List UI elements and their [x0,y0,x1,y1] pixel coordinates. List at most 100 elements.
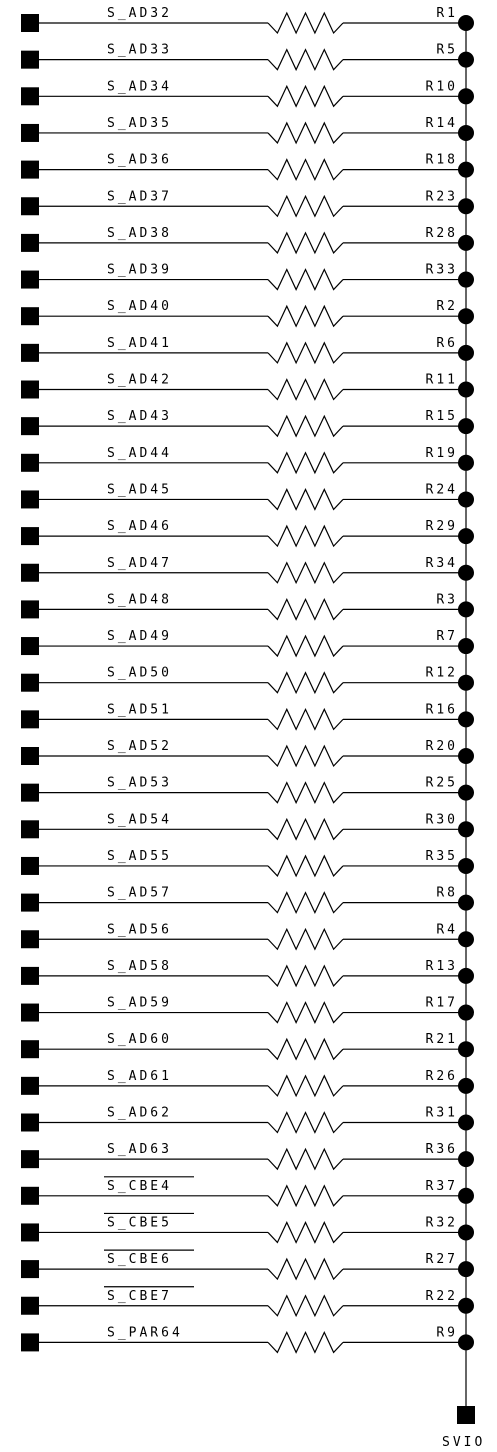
resistor-symbol [267,524,344,548]
resistor-ref-label: R21 [426,1032,458,1047]
resistor-symbol [267,11,344,35]
resistor-ref-label: R36 [426,1142,458,1157]
resistor-ref-label: R13 [426,959,458,974]
resistor-symbol [267,231,344,255]
net-port-pin[interactable] [21,307,39,326]
resistor-symbol [267,781,344,805]
net-port-pin[interactable] [21,1296,39,1315]
net-port-pin[interactable] [21,380,39,399]
net-label: S_AD41 [107,336,172,351]
net-label: S_AD59 [107,996,172,1011]
resistor-ref-label: R32 [426,1215,458,1230]
resistor-symbol [267,414,344,438]
resistor-ref-label: R35 [426,849,458,864]
net-row: S_PAR64 R9 [21,1325,474,1354]
net-label: S_AD45 [107,482,172,497]
net-label: S_AD54 [107,812,172,827]
net-port-pin[interactable] [21,637,39,656]
resistor-symbol [267,817,344,841]
resistor-symbol [267,304,344,328]
net-port-pin[interactable] [21,783,39,802]
net-port-pin[interactable] [21,1003,39,1022]
net-port-pin[interactable] [21,856,39,875]
net-port-pin[interactable] [21,1223,39,1242]
net-port-pin[interactable] [21,600,39,619]
net-port-pin[interactable] [21,1113,39,1132]
resistor-ref-label: R18 [426,153,458,168]
net-row: S_CBE6 R27 [21,1249,474,1281]
net-port-pin[interactable] [21,50,39,69]
net-port-pin[interactable] [21,673,39,692]
resistor-symbol [267,1257,344,1281]
resistor-ref-label: R37 [426,1179,458,1194]
net-row: S_AD49 R7 [21,629,474,658]
net-port-pin[interactable] [21,197,39,216]
net-port-pin[interactable] [21,490,39,509]
net-row: S_AD39 R33 [21,263,474,291]
net-port-pin[interactable] [21,343,39,362]
resistor-symbol [267,634,344,658]
svio-port-pin[interactable] [457,1406,475,1424]
net-row: S_CBE5 R32 [21,1212,474,1244]
resistor-symbol [267,268,344,291]
resistor-ref-label: R20 [426,739,458,754]
resistor-ref-label: R16 [426,702,458,717]
net-label: S_AD42 [107,373,172,388]
net-port-pin[interactable] [21,233,39,252]
net-port-pin[interactable] [21,1150,39,1169]
net-port-pin[interactable] [21,820,39,839]
resistor-ref-label: R5 [436,43,458,58]
net-port-pin[interactable] [21,417,39,436]
resistor-symbol [267,1037,344,1061]
resistor-ref-label: R23 [426,189,458,204]
net-port-pin[interactable] [21,160,39,179]
net-port-pin[interactable] [21,930,39,949]
svio-bus: SVIO [442,23,482,1450]
net-port-pin[interactable] [21,1260,39,1279]
net-row: S_AD58 R13 [21,959,474,988]
net-port-pin[interactable] [21,1333,39,1352]
net-port-pin[interactable] [21,527,39,546]
net-row: S_AD47 R34 [21,556,474,585]
resistor-symbol [267,927,344,951]
net-port-pin[interactable] [21,14,39,32]
net-port-pin[interactable] [21,1076,39,1095]
net-port-pin[interactable] [21,966,39,985]
net-label: S_AD60 [107,1032,172,1047]
net-label: S_AD51 [107,702,172,717]
resistor-ref-label: R31 [426,1106,458,1121]
net-row: S_AD59 R17 [21,996,474,1024]
net-port-pin[interactable] [21,123,39,142]
net-label: S_AD61 [107,1069,172,1084]
net-row: S_AD41 R6 [21,336,474,365]
net-port-pin[interactable] [21,710,39,729]
net-port-pin[interactable] [21,893,39,912]
resistor-symbol [267,1001,344,1024]
net-label: S_AD62 [107,1106,172,1121]
net-row: S_AD63 R36 [21,1142,474,1171]
net-port-pin[interactable] [21,1040,39,1059]
net-label: S_CBE6 [107,1252,172,1267]
net-port-pin[interactable] [21,453,39,472]
resistor-ref-label: R7 [436,629,458,644]
net-label: S_AD47 [107,556,172,571]
resistor-symbol [267,488,344,511]
resistor-ref-label: R22 [426,1289,458,1304]
resistor-ref-label: R10 [426,79,458,94]
net-row: S_AD62 R31 [21,1106,474,1134]
net-port-pin[interactable] [21,563,39,582]
net-port-pin[interactable] [21,270,39,289]
resistor-ref-label: R9 [436,1325,458,1340]
resistor-symbol [267,378,344,401]
net-port-pin[interactable] [21,1186,39,1205]
resistor-ref-label: R3 [436,592,458,607]
net-label: S_PAR64 [107,1325,183,1340]
resistor-symbol [267,1221,344,1244]
net-row: S_AD48 R3 [21,592,474,621]
net-row: S_CBE4 R37 [21,1176,474,1208]
resistor-ref-label: R28 [426,226,458,241]
net-row: S_AD38 R28 [21,226,474,255]
resistor-symbol [267,1147,344,1171]
net-port-pin[interactable] [21,747,39,765]
net-port-pin[interactable] [21,87,39,106]
